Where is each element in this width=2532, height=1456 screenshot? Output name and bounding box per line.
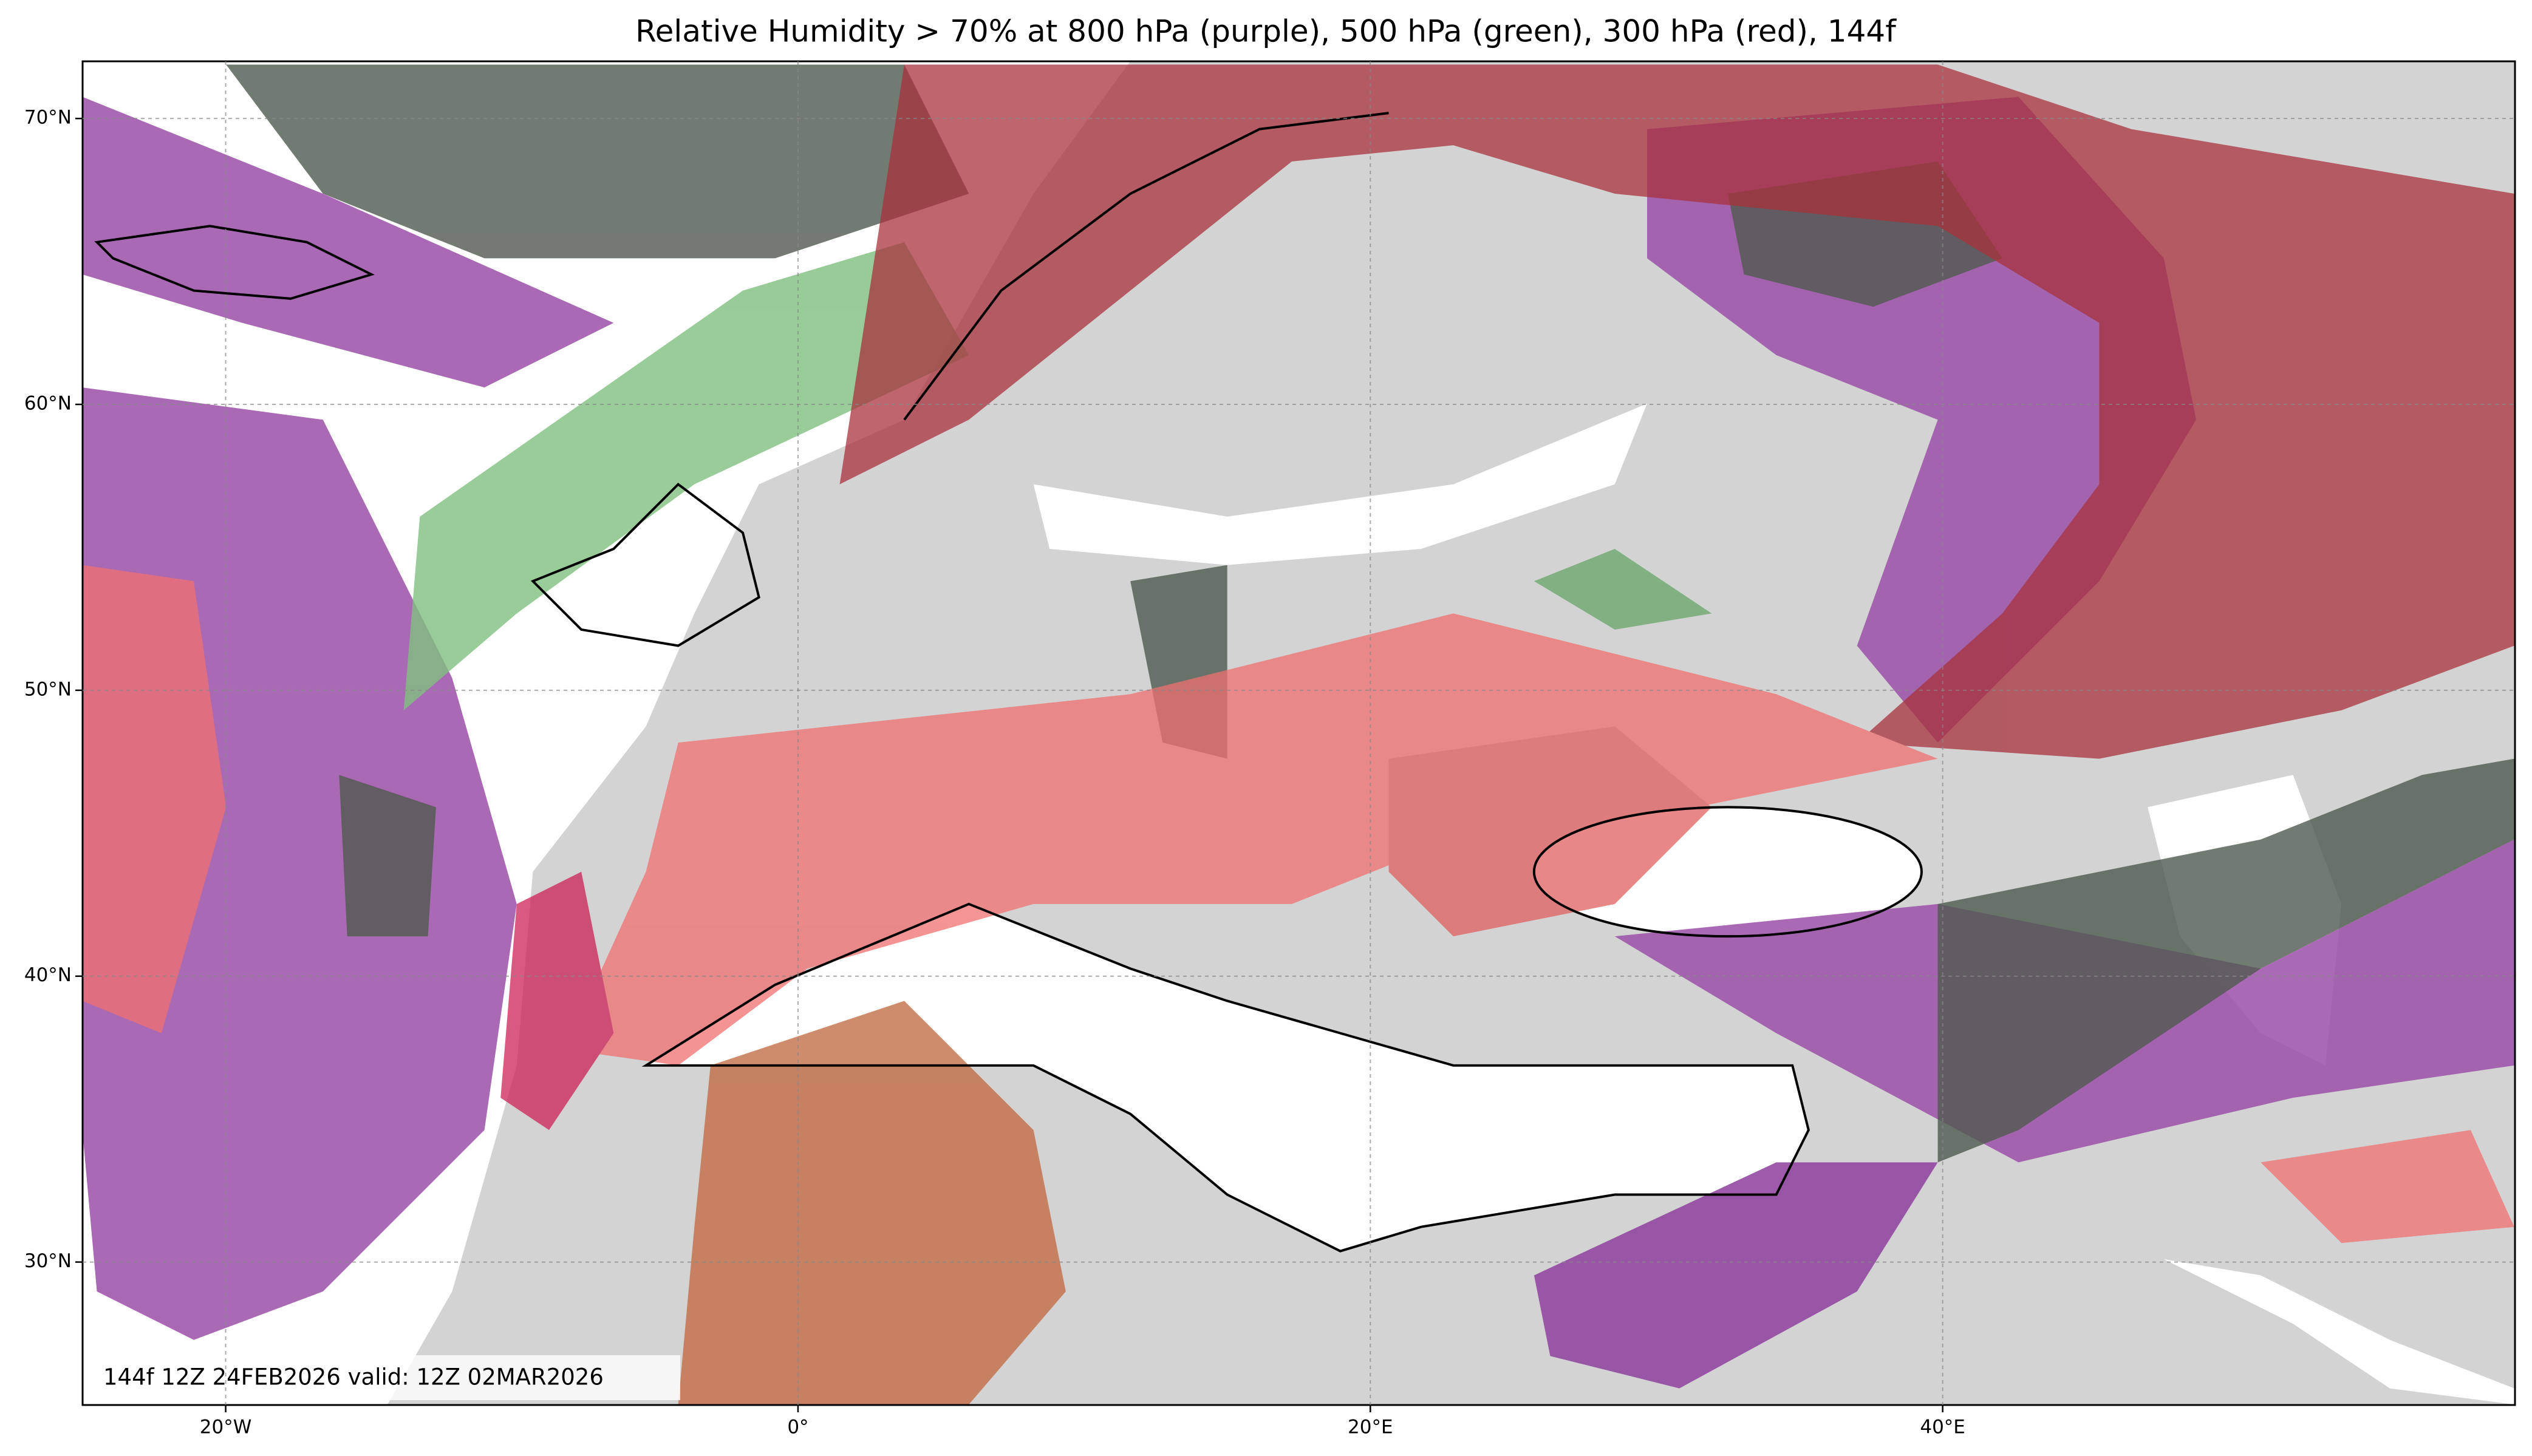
annotation: 144f 12Z 24FEB2026 valid: 12Z 02MAR2026 [103,1364,604,1390]
y-tick-label: 40°N [24,964,72,986]
plot-frame [81,60,2516,1406]
y-tick-label: 60°N [24,393,72,415]
x-tick-label: 0° [787,1417,808,1438]
y-tick-label: 30°N [24,1250,72,1272]
mediterranean [646,903,1809,1251]
baltic [1033,403,1647,565]
coastlines [94,112,1923,1253]
x-tick-label: 20°E [1348,1417,1393,1438]
chart-title: Relative Humidity > 70% at 800 hPa (purp… [635,14,1897,49]
rh-500 [226,64,2514,1163]
x-tick-label: 20°W [200,1417,252,1438]
x-tick-label: 40°E [1920,1417,1965,1438]
map-layers [82,61,2514,1405]
annotation-box [91,1355,680,1400]
red-sea [2163,1259,2514,1405]
rh-300 [82,64,2514,1405]
y-tick-label: 70°N [24,107,72,129]
y-tick-label: 50°N [24,678,72,700]
